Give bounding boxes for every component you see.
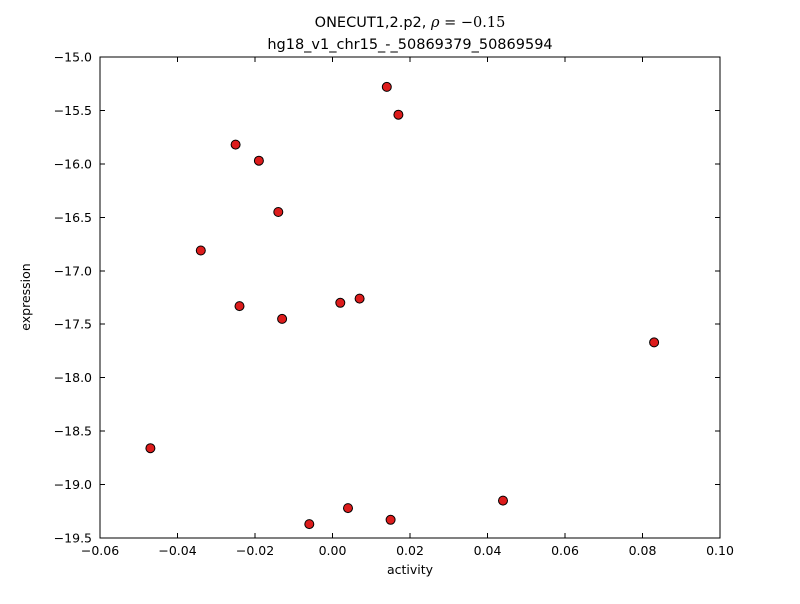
data-point bbox=[649, 337, 660, 348]
y-tick-label: −15.0 bbox=[54, 50, 92, 65]
data-point bbox=[381, 81, 392, 92]
data-point bbox=[354, 293, 365, 304]
x-axis-label: activity bbox=[387, 562, 434, 577]
data-points bbox=[145, 81, 660, 530]
data-point bbox=[385, 514, 396, 525]
chart-title: ONECUT1,2.p2, ρ = −0.15 bbox=[315, 15, 506, 31]
y-tick-label: −16.5 bbox=[54, 210, 92, 225]
y-tick-label: −19.5 bbox=[54, 531, 92, 546]
chart-subtitle: hg18_v1_chr15_-_50869379_50869594 bbox=[267, 37, 552, 53]
x-tick-label: 0.02 bbox=[396, 543, 424, 558]
data-point bbox=[393, 109, 404, 120]
data-point bbox=[304, 519, 315, 530]
plot-area bbox=[100, 57, 720, 538]
y-tick-label: −17.0 bbox=[54, 263, 92, 278]
y-tick-label: −15.5 bbox=[54, 103, 92, 118]
data-point bbox=[498, 495, 508, 506]
data-point bbox=[145, 443, 156, 454]
x-tick-label: −0.02 bbox=[236, 543, 274, 558]
x-tick-label: 0.04 bbox=[474, 543, 502, 558]
y-tick-label: −17.5 bbox=[54, 317, 92, 332]
data-point bbox=[253, 155, 264, 166]
y-tick-label: −18.0 bbox=[54, 370, 92, 385]
x-tick-label: −0.06 bbox=[81, 543, 119, 558]
y-axis-label: expression bbox=[18, 263, 33, 330]
data-point bbox=[335, 297, 346, 308]
data-point bbox=[273, 207, 284, 217]
x-tick-label: 0.00 bbox=[319, 543, 347, 558]
x-tick-label: 0.06 bbox=[551, 543, 579, 558]
plot-frame bbox=[99, 56, 721, 539]
data-point bbox=[234, 301, 245, 312]
axis-ticks: −0.06 −0.04 −0.02 0.00 0.02 0.04 0.06 0.08 0.10 −… bbox=[54, 50, 734, 559]
data-point bbox=[195, 245, 206, 256]
data-point bbox=[343, 503, 353, 514]
x-tick-label: 0.08 bbox=[629, 543, 657, 558]
chart-title-equation: = −0.15 bbox=[440, 15, 506, 31]
data-point bbox=[230, 139, 241, 150]
chart-title-rho: ρ bbox=[430, 15, 440, 31]
data-point bbox=[277, 313, 288, 324]
x-tick-label: 0.10 bbox=[706, 543, 734, 558]
y-tick-label: −18.5 bbox=[54, 424, 92, 439]
y-tick-label: −16.0 bbox=[54, 156, 92, 171]
chart-title-prefix: ONECUT1,2.p2, bbox=[315, 15, 431, 31]
y-tick-label: −19.0 bbox=[54, 477, 92, 492]
x-tick-label: −0.04 bbox=[158, 543, 196, 558]
